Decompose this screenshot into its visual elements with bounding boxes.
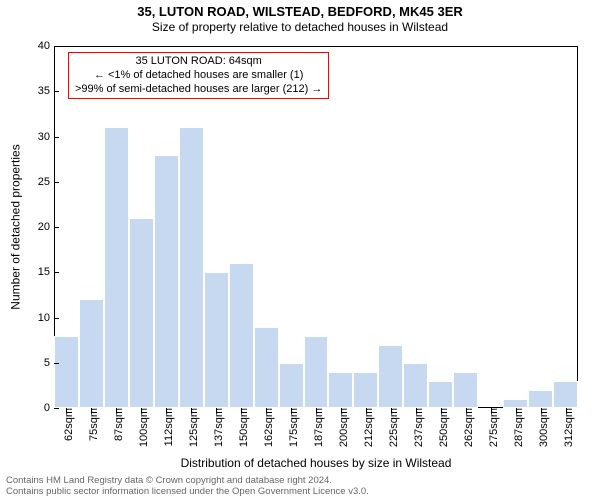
bar (553, 381, 578, 408)
bar (528, 390, 553, 408)
x-tick-label: 237sqm (407, 408, 425, 447)
y-tick-label: 10 (38, 312, 54, 324)
x-tick-label: 250sqm (432, 408, 450, 447)
x-tick-label: 225sqm (382, 408, 400, 447)
figure: 35, LUTON ROAD, WILSTEAD, BEDFORD, MK45 … (0, 0, 600, 500)
x-tick-label: 212sqm (357, 408, 375, 447)
bar (154, 155, 179, 408)
annotation-line-3: >99% of semi-detached houses are larger … (75, 83, 322, 97)
x-axis-label: Distribution of detached houses by size … (54, 456, 578, 470)
bar (229, 263, 254, 408)
y-tick-label: 40 (38, 40, 54, 52)
bar (304, 336, 329, 408)
x-tick-label: 87sqm (107, 408, 125, 441)
title-sub: Size of property relative to detached ho… (0, 20, 600, 35)
bar (54, 336, 79, 408)
plot-area: 0510152025303540 62sqm75sqm87sqm100sqm11… (54, 46, 578, 408)
x-tick-label: 200sqm (332, 408, 350, 447)
y-tick-label: 25 (38, 176, 54, 188)
bar (204, 272, 229, 408)
annotation-line-2: ← <1% of detached houses are smaller (1) (75, 69, 322, 83)
y-tick-label: 15 (38, 266, 54, 278)
bar (179, 127, 204, 408)
annotation-line-1: 35 LUTON ROAD: 64sqm (75, 55, 322, 69)
x-tick-label: 125sqm (182, 408, 200, 447)
x-tick-label: 275sqm (482, 408, 500, 447)
y-axis-label: Number of detached properties (8, 46, 24, 408)
x-tick-label: 112sqm (157, 408, 175, 446)
footer-line-2: Contains public sector information licen… (6, 487, 594, 498)
x-tick-label: 312sqm (557, 408, 575, 447)
y-tick-label: 35 (38, 85, 54, 97)
bar (279, 363, 304, 408)
footer-attribution: Contains HM Land Registry data © Crown c… (6, 476, 594, 498)
bar (428, 381, 453, 408)
y-tick-label: 30 (38, 131, 54, 143)
bar (403, 363, 428, 408)
bar (503, 399, 528, 408)
x-tick-label: 137sqm (207, 408, 225, 447)
x-tick-label: 287sqm (507, 408, 525, 447)
bar (328, 372, 353, 408)
y-tick-label: 5 (44, 357, 54, 369)
bar (79, 299, 104, 408)
x-tick-label: 300sqm (532, 408, 550, 447)
x-tick-label: 75sqm (82, 408, 100, 441)
y-tick-label: 0 (44, 402, 54, 414)
x-tick-label: 62sqm (57, 408, 75, 441)
bars-layer (54, 46, 578, 408)
bar (353, 372, 378, 408)
x-tick-label: 262sqm (457, 408, 475, 447)
x-tick-label: 162sqm (257, 408, 275, 447)
bar (129, 218, 154, 408)
annotation-box: 35 LUTON ROAD: 64sqm ← <1% of detached h… (68, 52, 329, 99)
bar (453, 372, 478, 408)
x-tick-label: 187sqm (307, 408, 325, 447)
bar (104, 127, 129, 408)
y-tick-label: 20 (38, 221, 54, 233)
bar (378, 345, 403, 408)
x-tick-label: 175sqm (282, 408, 300, 447)
bar (254, 327, 279, 408)
title-block: 35, LUTON ROAD, WILSTEAD, BEDFORD, MK45 … (0, 0, 600, 35)
title-main: 35, LUTON ROAD, WILSTEAD, BEDFORD, MK45 … (0, 4, 600, 20)
x-tick-label: 150sqm (232, 408, 250, 447)
x-tick-label: 100sqm (132, 408, 150, 447)
